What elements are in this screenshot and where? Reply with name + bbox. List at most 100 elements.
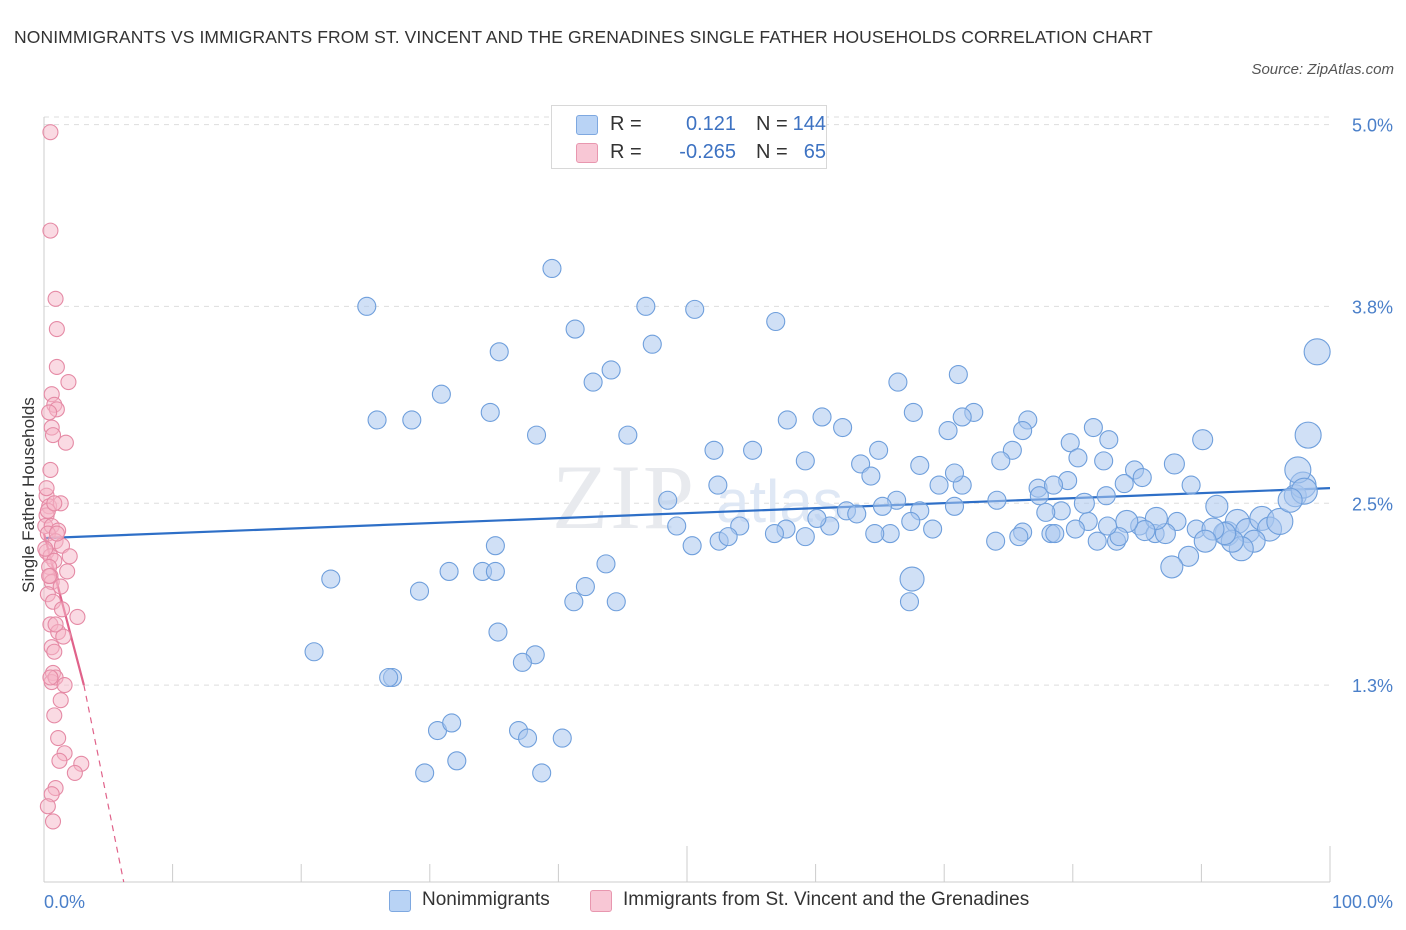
nonimmigrant-point [766,311,786,332]
nonimmigrant-point [807,508,827,528]
legend-r-value: -0.265 [679,141,736,163]
bottom-legend-swatch-pink [590,890,612,912]
bottom-legend-swatch-blue [389,890,411,912]
nonimmigrant-point [618,425,638,445]
nonimmigrant-point [899,592,920,612]
nonimmigrant-point [442,713,462,733]
nonimmigrant-point [357,296,377,316]
legend-n-label: N = [756,113,788,135]
nonimmigrant-point [1294,421,1322,449]
series-immigrants-svg [37,124,90,830]
nonimmigrant-point [575,577,595,597]
nonimmigrant-point [1181,475,1201,495]
immigrant-point [46,707,63,724]
nonimmigrant-point [861,466,881,486]
nonimmigrant-point [991,451,1011,471]
immigrant-point [48,321,65,338]
immigrant-point [56,677,73,694]
nonimmigrant-point [415,763,435,783]
grid-lines [44,116,1330,686]
nonimmigrant-point [1043,475,1064,495]
legend-n-label: N = [756,141,788,163]
nonimmigrant-point [929,475,949,495]
nonimmigrant-point [743,440,763,460]
nonimmigrant-point [1013,421,1033,441]
nonimmigrant-point [812,407,832,427]
nonimmigrant-point [489,342,509,362]
nonimmigrant-point [986,531,1006,551]
nonimmigrant-point [1096,486,1116,506]
immigrant-point [52,692,69,709]
nonimmigrant-point [1068,448,1088,468]
nonimmigrant-point [606,592,626,612]
y-tick-label: 3.8% [1352,297,1393,317]
series-nonimmigrants [304,258,1331,783]
legend-swatch-blue [576,115,598,135]
immigrant-point [69,608,86,625]
nonimmigrant-point [923,519,943,539]
x-tick-label-max: 100.0% [1332,892,1393,912]
nonimmigrant-point [1083,417,1103,438]
immigrant-point [47,290,64,307]
y-tick-label: 1.3% [1352,676,1393,696]
nonimmigrant-point [1073,492,1095,514]
nonimmigrant-point [1060,433,1080,453]
immigrant-point [37,540,54,557]
nonimmigrant-point [764,524,784,544]
immigrant-trend-line-extension [83,684,125,883]
legend-r-value: 0.121 [685,113,736,135]
immigrant-point [57,434,74,451]
nonimmigrant-point [1065,519,1085,539]
nonimmigrant-point [1029,486,1049,506]
nonimmigrant-point [910,455,930,475]
nonimmigrant-point [1114,474,1134,494]
legend-r-label: R = [610,113,642,135]
nonimmigrant-point [899,566,925,592]
nonimmigrant-point [944,496,965,516]
nonimmigrant-point [379,667,399,688]
nonimmigrant-point [1134,520,1156,542]
immigrant-point [41,404,58,421]
y-tick-label: 5.0% [1352,116,1393,136]
immigrant-point [53,601,71,618]
nonimmigrant-point [447,751,467,771]
nonimmigrant-point [517,728,538,748]
nonimmigrant-point [903,402,923,422]
immigrant-point [39,798,56,815]
nonimmigrant-point [480,402,500,422]
chart-title: NONIMMIGRANTS VS IMMIGRANTS FROM ST. VIN… [14,27,1153,47]
nonimmigrant-point [565,319,585,339]
bottom-legend-label: Immigrants from St. Vincent and the Gren… [623,889,1030,910]
nonimmigrant-point [564,592,584,612]
nonimmigrant-point [667,516,687,536]
nonimmigrant-point [685,299,705,319]
nonimmigrant-point [795,451,815,471]
nonimmigrant-point [872,496,893,516]
immigrant-point [48,358,65,376]
nonimmigrant-point [367,410,387,430]
legend-n-value: 65 [803,141,826,163]
y-tick-label: 2.5% [1352,494,1393,514]
immigrant-point [44,813,62,830]
nonimmigrant-point [1009,527,1029,547]
nonimmigrant-point [485,561,505,582]
nonimmigrant-point [1205,494,1229,518]
nonimmigrant-point [952,407,972,427]
immigrant-point [38,480,55,497]
immigrant-point [46,643,63,660]
nonimmigrant-point [1036,502,1056,522]
nonimmigrant-point [1177,545,1200,567]
nonimmigrant-point [1099,430,1119,450]
nonimmigrant-point [1132,467,1152,488]
nonimmigrant-point [596,554,616,574]
nonimmigrant-point [321,569,341,589]
immigrant-point [48,525,65,542]
immigrant-point [42,669,59,686]
nonimmigrant-point [1192,429,1214,451]
nonimmigrant-point [485,536,505,556]
y-axis-label: Single Father Households [19,397,38,593]
nonimmigrant-point [944,463,965,483]
nonimmigrant-point [704,440,724,460]
bottom-legend-label: Nonimmigrants [422,889,550,910]
